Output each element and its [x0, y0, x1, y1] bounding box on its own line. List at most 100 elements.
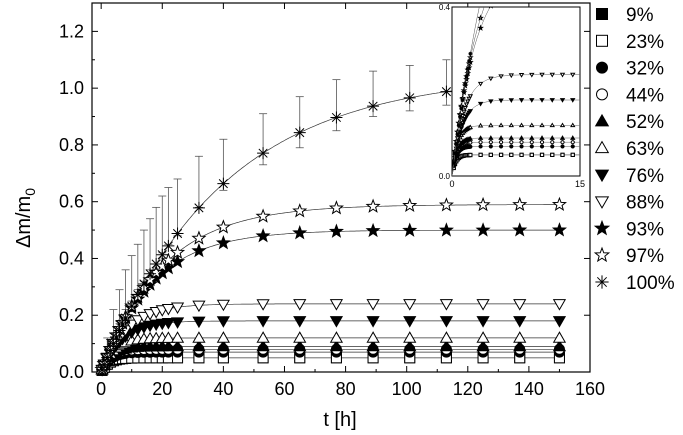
data-point	[192, 339, 206, 352]
inset-data-point	[518, 122, 525, 128]
inset-data-point	[458, 118, 465, 124]
x-tick-label: 80	[336, 379, 356, 399]
inset-data-point	[498, 98, 504, 104]
data-point	[402, 197, 418, 213]
inset-data-point	[550, 152, 555, 157]
data-point	[476, 331, 490, 343]
data-point	[329, 331, 344, 343]
x-tick-label: 140	[514, 379, 544, 399]
inset-data-point	[488, 135, 494, 140]
data-point	[216, 316, 230, 328]
data-point	[119, 311, 132, 324]
data-point	[192, 316, 206, 329]
inset-data-point	[570, 98, 576, 103]
legend-marker	[596, 34, 608, 47]
inset-data-point	[468, 144, 473, 149]
data-point	[144, 267, 157, 280]
inset-data-point	[453, 151, 457, 156]
inset-data-point	[529, 144, 534, 149]
inset-data-point	[559, 122, 566, 128]
inset-data-point	[488, 99, 494, 105]
data-point	[366, 316, 380, 328]
inset-y-tick-label: 0.0	[439, 172, 451, 181]
legend-marker	[595, 275, 609, 289]
inset-data-point	[456, 123, 461, 128]
data-point	[257, 147, 270, 160]
data-point	[215, 235, 231, 250]
inset-fit-curve	[452, 74, 580, 176]
legend-marker	[593, 219, 611, 236]
inset-data-point	[549, 72, 555, 78]
inset-data-point	[467, 54, 474, 61]
inset-y-tick-label: 0.4	[439, 3, 451, 12]
inset-fit-curve	[452, 7, 491, 176]
inset-data-point	[463, 102, 470, 108]
inset-data-point	[509, 140, 514, 145]
inset-fit-curve	[452, 125, 580, 176]
legend-marker	[593, 246, 611, 263]
data-point	[476, 316, 490, 328]
inset-data-point	[498, 122, 504, 128]
inset-data-point	[463, 82, 468, 86]
legend-marker	[596, 88, 608, 101]
x-tick-label: 40	[213, 379, 233, 399]
inset-data-point	[464, 69, 472, 77]
inset-data-point	[519, 140, 524, 145]
inset-data-point	[478, 152, 483, 157]
inset-data-point	[477, 101, 484, 107]
inset-data-point	[550, 144, 555, 149]
y-axis-title-subscript: 0	[22, 188, 38, 196]
data-point	[170, 317, 185, 329]
data-point	[476, 339, 490, 352]
data-point	[366, 339, 380, 352]
legend-label: 93%	[626, 219, 664, 240]
inset-x-tick-label: 0	[449, 179, 454, 189]
main-plot-area: 0 20 40 60 80 100 120 140 160 0.0 0.2 0.4 0.6 0.8 1.0 1…	[59, 2, 605, 399]
data-point	[293, 126, 306, 139]
data-point	[292, 225, 308, 240]
inset-data-point	[560, 144, 565, 149]
data-point	[551, 196, 567, 212]
data-point	[96, 363, 109, 376]
data-point	[476, 299, 490, 311]
data-point	[329, 339, 344, 352]
data-point	[330, 111, 343, 124]
x-axis-title: t [h]	[323, 409, 356, 431]
data-point	[293, 331, 307, 343]
y-tick-label: 0.2	[59, 305, 84, 325]
data-point	[439, 299, 454, 311]
inset-data-point	[539, 144, 545, 149]
inset-data-point	[519, 152, 524, 157]
inset-data-point	[498, 74, 504, 80]
inset-data-point	[455, 119, 463, 126]
data-point	[513, 331, 527, 343]
x-tick-label: 120	[453, 379, 483, 399]
data-point	[101, 351, 114, 364]
data-point	[439, 331, 454, 343]
data-point	[513, 299, 527, 311]
inset-data-point	[539, 135, 545, 140]
inset-data-point	[467, 59, 471, 63]
y-tick-label: 0.0	[59, 362, 84, 382]
inset-data-point	[461, 109, 467, 115]
inset-fit-curve	[452, 141, 580, 176]
y-tick-label: 0.8	[59, 135, 84, 155]
inset-data-point	[465, 66, 470, 71]
inset-data-point	[508, 73, 515, 79]
data-point	[148, 264, 164, 280]
data-point	[403, 331, 417, 343]
data-point	[192, 331, 206, 343]
data-point	[98, 358, 111, 371]
inset-data-point	[570, 152, 575, 157]
inset-data-point	[550, 140, 555, 145]
data-point	[439, 339, 454, 352]
x-tick-label: 100	[392, 379, 422, 399]
legend-marker	[596, 61, 608, 74]
data-point	[170, 331, 185, 343]
inset-fit-curve	[452, 7, 480, 176]
x-tick-label: 160	[575, 379, 605, 399]
inset-data-point	[549, 98, 555, 103]
data-point	[438, 222, 454, 237]
legend-label: 88%	[626, 193, 664, 214]
data-point	[192, 201, 205, 214]
